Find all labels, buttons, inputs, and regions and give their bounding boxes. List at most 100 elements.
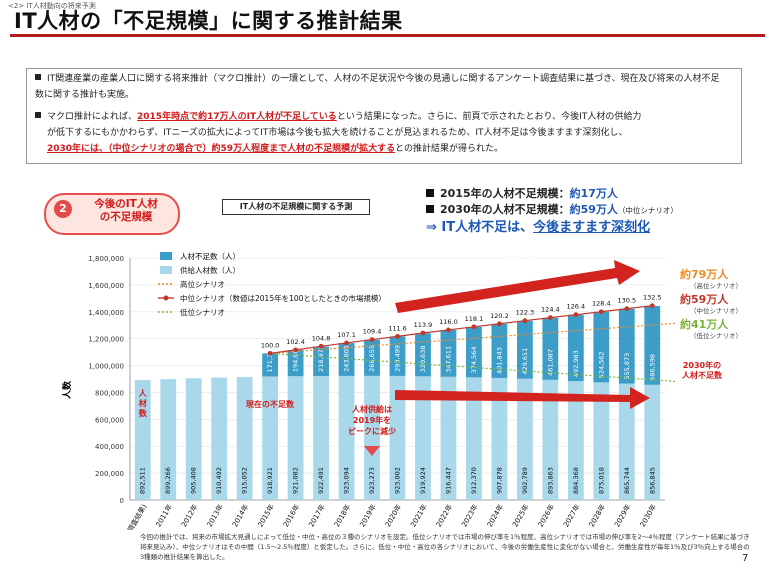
mid-scenario-label: 107.1 [337, 331, 356, 339]
y-axis-title: 人数 [61, 380, 73, 400]
supply-bar [211, 377, 228, 500]
section-label: 今後のIT人材 の不足規模 [94, 198, 158, 223]
mid-scenario-point [395, 333, 400, 339]
mid-scenario-point [267, 350, 273, 356]
x-tick-label: 2030年 [638, 503, 658, 529]
supply-bar [542, 379, 559, 500]
supply-value-label: 918,921 [266, 467, 274, 494]
shortage-value-label: 293,499 [394, 345, 402, 372]
supply-value-label: 922,491 [317, 467, 325, 494]
shortage-value-label: 347,611 [444, 346, 452, 373]
supply-bar [287, 376, 304, 500]
x-tick-label: 2025年 [510, 503, 530, 529]
x-tick-label: 2018年 [332, 503, 352, 529]
shortage-value-label: 320,638 [419, 345, 427, 372]
mid-scenario-line [270, 305, 653, 354]
mid-scenario-label: 126.4 [567, 303, 586, 311]
mid-scenario-point [649, 303, 655, 309]
supply-bar [440, 376, 457, 500]
bullet-icon [35, 112, 41, 118]
conclusion-emphasis: 今後ますます深刻化 [533, 220, 651, 235]
supply-value-label: 923,094 [343, 467, 351, 494]
mid-scenario-label: 109.4 [363, 328, 382, 336]
key-point-2030-note: （中位シナリオ） [617, 206, 678, 215]
key-point-2030-label: 2030年の人材不足規模： [440, 203, 570, 216]
page-number: 7 [742, 553, 749, 564]
mid-scenario-point [293, 347, 298, 353]
mid-scenario-label: 102.4 [286, 338, 305, 346]
y-tick-label: 0 [120, 497, 124, 505]
mid-scenario-label: 100.0 [261, 341, 280, 349]
x-tick-label: 2029年 [612, 503, 632, 529]
supply-decline-arrow-icon [395, 387, 650, 409]
summary-box: マクロ推計によれば、2015年時点で約17万人のIT人材が不足しているという結果… [26, 107, 742, 164]
x-tick-label: 2027年 [561, 503, 581, 529]
supply-annotation: 数 [139, 408, 148, 418]
summary-p2: が低下するにもかかわらず、ITニーズの拡大によってIT市場は今後も拡大を続けるこ… [47, 128, 628, 138]
x-tick-label: 2021年 [408, 503, 428, 529]
x-tick-label: 2012年 [179, 503, 199, 529]
shortage-bar [364, 339, 380, 376]
key-point-2015: 2015年の人材不足規模：約17万人 [426, 185, 618, 201]
y-tick-label: 200,000 [95, 470, 124, 478]
supply-value-label: 856,845 [648, 467, 656, 494]
shortage-bar [313, 346, 329, 376]
supply-bar [185, 378, 202, 500]
supply-value-label: 892,511 [139, 467, 147, 494]
breadcrumb: <2> IT人材動向の将来予測 [8, 2, 96, 10]
low-result-note: （低位シナリオ） [690, 331, 742, 340]
supply-value-label: 921,082 [292, 467, 300, 494]
supply-bar [313, 375, 329, 500]
section-number: 2 [54, 200, 72, 218]
supply-value-label: 916,447 [444, 467, 452, 494]
shortage-bar [516, 320, 533, 379]
x-tick-label: 2011年 [154, 503, 174, 529]
mid-scenario-point [547, 315, 553, 320]
supply-bar [160, 379, 177, 500]
x-tick-label: 2022年 [434, 503, 454, 529]
x-tick-label: 2020年 [383, 503, 403, 529]
chart-label: IT人材の不足規模に関する予測 [222, 199, 370, 215]
legend-label: 高位シナリオ [180, 279, 225, 289]
legend-label: 低位シナリオ [180, 307, 225, 317]
shortage-value-label: 374,564 [470, 346, 478, 373]
shortage-2030-annotation: 人材不足数 [682, 370, 723, 380]
supply-value-label: 907,878 [495, 467, 503, 494]
supply-annotation: 材 [139, 398, 147, 408]
x-tick-label: 2028年 [587, 503, 607, 529]
supply-annotation: 人 [139, 388, 148, 398]
mid-scenario-point [497, 321, 502, 327]
x-tick-label: 2026年 [536, 503, 556, 529]
supply-bar [364, 375, 380, 500]
y-tick-label: 1,400,000 [88, 309, 124, 317]
shortage-value-label: 401,843 [495, 347, 503, 374]
mid-scenario-label: 120.2 [490, 312, 509, 320]
supply-bar [415, 376, 431, 500]
mid-scenario-point [598, 309, 604, 315]
summary-p1a: マクロ推計によれば、 [47, 112, 138, 122]
intro-text: IT関連産業の産業人口に関する将来推計（マクロ推計）の一環として、人材の不足状況… [35, 74, 720, 100]
mid-result-note: （中位シナリオ） [690, 306, 742, 315]
supply-bar [466, 377, 482, 500]
shortage-value-label: 218,976 [317, 345, 325, 372]
shortage-value-label: 555,873 [623, 353, 631, 380]
y-tick-label: 1,000,000 [88, 363, 124, 371]
supply-bar [262, 376, 279, 500]
supply-value-label: 893,863 [546, 467, 554, 494]
supply-peak-annotation: 人材供給は [352, 404, 392, 414]
intro-box: IT関連産業の産業人口に関する将来推計（マクロ推計）の一環として、人材の不足状況… [26, 68, 742, 108]
mid-scenario-point [318, 343, 324, 349]
bullet-icon [426, 189, 434, 197]
shortage-2030-annotation: 2030年の [683, 360, 721, 370]
key-point-conclusion: ⇒ IT人材不足は、今後ますます深刻化 [426, 216, 650, 235]
y-tick-label: 600,000 [95, 416, 124, 424]
supply-value-label: 923,273 [368, 467, 376, 494]
mid-scenario-label: 122.3 [516, 309, 535, 317]
shortage-bar [287, 350, 304, 377]
x-tick-label: 2013年 [205, 503, 225, 529]
mid-scenario-point [522, 318, 528, 324]
title-underline [10, 34, 765, 37]
y-tick-label: 800,000 [95, 389, 124, 397]
shortage-bar [338, 343, 355, 376]
y-tick-label: 1,200,000 [88, 336, 124, 344]
